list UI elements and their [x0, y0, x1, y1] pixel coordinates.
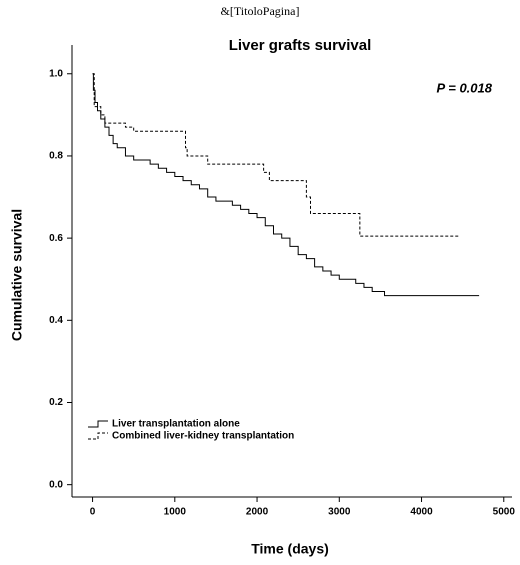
x-tick-label: 4000: [410, 507, 433, 518]
y-tick-label: 1.0: [49, 68, 63, 79]
y-axis-label: Cumulative survival: [9, 209, 25, 341]
legend-label: Combined liver-kidney transplantation: [112, 431, 294, 442]
survival-curve: [92, 73, 480, 297]
survival-curve: [92, 73, 459, 237]
y-tick-label: 0.4: [49, 315, 63, 326]
y-tick-label: 0.2: [49, 397, 63, 408]
chart-title: Liver grafts survival: [229, 37, 372, 54]
x-tick-label: 2000: [246, 507, 269, 518]
x-axis-label: Time (days): [251, 541, 329, 557]
legend-swatch: [88, 432, 108, 440]
p-value: P = 0.018: [436, 80, 492, 95]
x-tick-label: 1000: [164, 507, 187, 518]
legend-swatch: [88, 420, 108, 428]
y-tick-label: 0.0: [49, 479, 63, 490]
x-tick-label: 5000: [493, 507, 516, 518]
x-tick-label: 3000: [328, 507, 351, 518]
page-header: &[TitoloPagina]: [221, 4, 300, 18]
y-tick-label: 0.6: [49, 233, 63, 244]
y-tick-label: 0.8: [49, 151, 63, 162]
x-tick-label: 0: [90, 507, 96, 518]
legend-label: Liver transplantation alone: [112, 419, 240, 430]
